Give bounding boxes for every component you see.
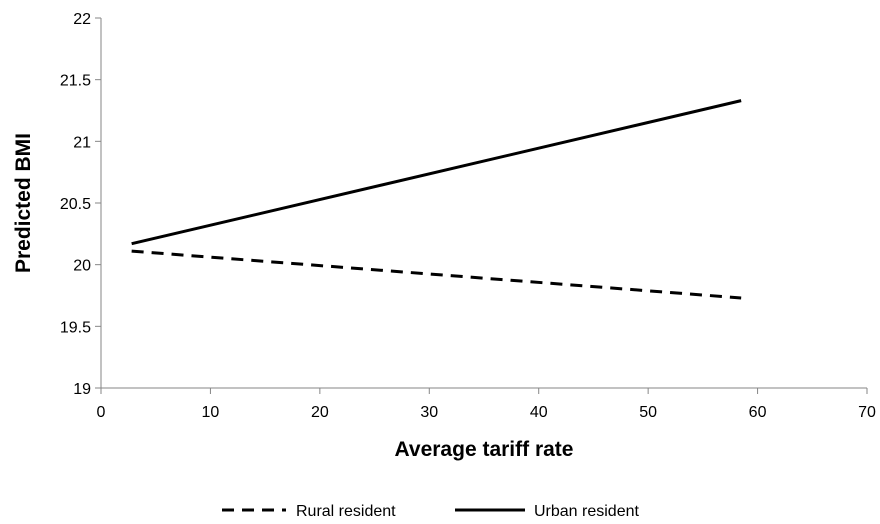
x-tick-label: 0: [97, 404, 106, 421]
x-tick-label: 20: [311, 404, 329, 421]
x-tick-label: 50: [639, 404, 657, 421]
axes: [100, 18, 867, 389]
y-tick-label: 22: [73, 11, 91, 28]
series-line-urban: [131, 99, 742, 246]
x-axis-title: Average tariff rate: [395, 438, 574, 461]
x-tick-label: 10: [202, 404, 220, 421]
x-tick-label: 60: [749, 404, 767, 421]
y-tick-label: 20.5: [60, 196, 91, 213]
legend: Rural resident Urban resident: [222, 503, 640, 520]
y-tick-label: 21.5: [60, 73, 91, 90]
x-tick-label: 70: [858, 404, 876, 421]
y-tick-label: 21: [73, 134, 91, 151]
series-line-rural: [131, 249, 742, 300]
x-tick-label: 30: [420, 404, 438, 421]
x-tick-label: 40: [530, 404, 548, 421]
legend-label: Urban resident: [534, 503, 640, 520]
x-axis-ticks: 0 10 20 30 40 50 60 70: [97, 388, 876, 421]
legend-label: Rural resident: [296, 503, 396, 520]
y-tick-label: 20: [73, 258, 91, 275]
series-lines: [131, 99, 742, 300]
y-tick-label: 19.5: [60, 319, 91, 336]
y-axis-ticks: 19 19.5 20 20.5 21 21.5 22: [60, 11, 101, 398]
y-tick-label: 19: [73, 381, 91, 398]
y-axis-title: Predicted BMI: [12, 133, 35, 273]
